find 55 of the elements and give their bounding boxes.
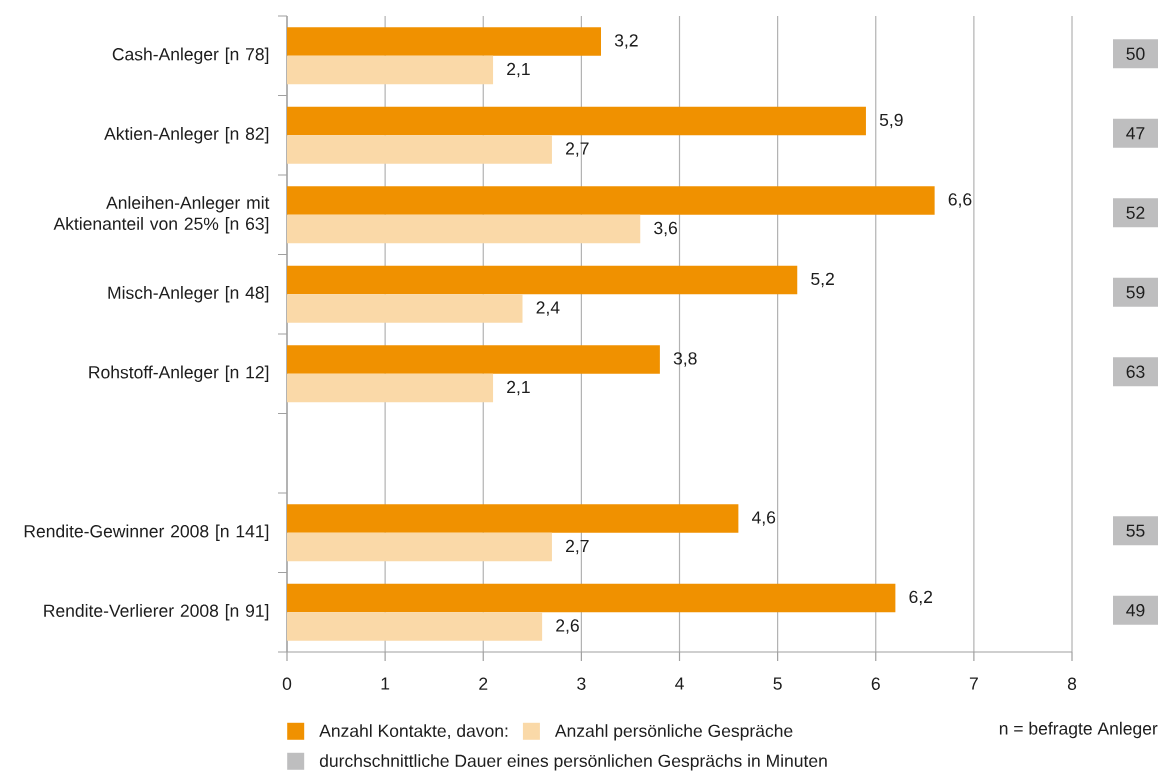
data-label: 2,1 — [507, 380, 530, 396]
data-label: 59 — [1126, 286, 1145, 299]
data-label: 63 — [1126, 365, 1145, 378]
data-label: 2,1 — [507, 62, 530, 78]
data-label: 3,2 — [614, 34, 638, 49]
y-tick-label: Rohstoff-Anleger [n 12] — [89, 365, 269, 382]
data-label: 3,8 — [673, 352, 697, 367]
data-label: 2,7 — [566, 142, 589, 157]
data-label: 55 — [1126, 524, 1145, 537]
y-tick-label: Rendite-Verlierer 2008 [n 91] — [44, 604, 269, 621]
legend-label: Anzahl persönliche Gespräche — [554, 724, 793, 741]
x-tick-label: 3 — [577, 677, 586, 690]
x-tick-label: 0 — [282, 677, 292, 690]
x-tick-label: 1 — [381, 677, 390, 690]
x-tick-label: 2 — [479, 677, 488, 690]
data-label: 2,4 — [536, 301, 560, 316]
text: n = befragte Anleger — [999, 721, 1158, 739]
bar — [287, 106, 866, 136]
data-label: 49 — [1126, 604, 1145, 617]
bar — [287, 135, 552, 164]
y-tick-label: Cash-Anleger [n 78] — [112, 47, 269, 64]
bar — [287, 27, 601, 56]
data-label: 52 — [1126, 206, 1145, 219]
data-label: 2,6 — [556, 619, 579, 634]
data-label: 3,6 — [654, 221, 678, 237]
y-tick-label: Anleihen-Anleger mit Aktienanteil von 25% [n 63] — [53, 196, 270, 234]
data-label: 5,2 — [811, 272, 834, 288]
data-label: 50 — [1126, 47, 1145, 60]
bar — [287, 504, 739, 533]
y-tick-label: Aktien-Anleger [n 82] — [104, 127, 269, 144]
bar — [287, 294, 523, 323]
bar — [287, 186, 935, 215]
x-tick-label: 7 — [969, 677, 978, 690]
bar — [287, 55, 494, 85]
x-tick-label: 8 — [1067, 677, 1077, 690]
legend-label: durchschnittliche Dauer eines persönlichen Gesprächs in Minuten — [319, 754, 827, 771]
y-tick-label: Rendite-Gewinner 2008 [n 141] — [24, 524, 269, 541]
bar — [287, 583, 896, 613]
bar — [287, 532, 552, 562]
x-tick-label: 5 — [773, 677, 782, 690]
bar — [287, 265, 798, 295]
bar — [287, 373, 494, 403]
y-tick-label: Misch-Anleger [n 48] — [108, 286, 269, 303]
x-tick-label: 4 — [675, 677, 684, 690]
legend-label: Anzahl Kontakte, davon: — [319, 724, 508, 740]
data-label: 4,6 — [751, 511, 776, 526]
data-label: 5,9 — [879, 113, 903, 129]
bar — [287, 612, 543, 641]
data-label: 6,2 — [909, 590, 933, 606]
data-label: 6,6 — [948, 193, 972, 208]
x-tick-label: 6 — [871, 677, 880, 690]
data-label: 47 — [1126, 127, 1145, 140]
bar — [287, 214, 641, 244]
data-label: 2,7 — [566, 539, 589, 555]
bar — [287, 345, 660, 374]
